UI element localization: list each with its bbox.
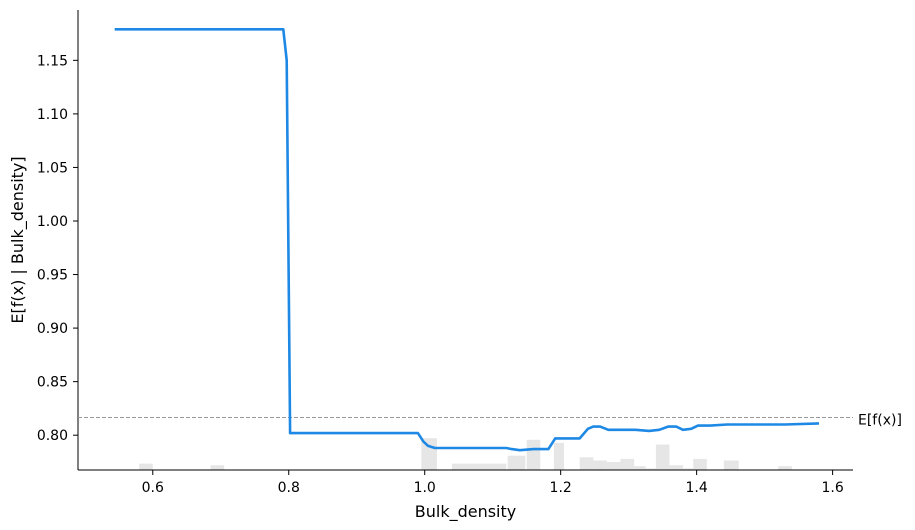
x-tick-label: 1.2 (550, 480, 572, 496)
series-line-0 (114, 27, 820, 452)
y-tick-label: 0.80 (37, 428, 68, 444)
x-axis-title: Bulk_density (415, 502, 517, 522)
x-tick-label: 1.6 (821, 480, 843, 496)
histogram-bar-17 (723, 460, 739, 470)
histogram-bar-11 (634, 466, 646, 470)
y-tick-label: 0.85 (37, 375, 68, 391)
ticks: 0.6 0.8 1.0 1.2 1.4 1.6 0.80 0.85 0.90 0.95 1.00 1.… (37, 53, 844, 496)
histogram-bar-0 (139, 463, 153, 470)
series (114, 27, 820, 452)
y-tick-label: 1.05 (37, 160, 68, 176)
axes (77, 10, 853, 471)
histogram-bar-4 (507, 455, 526, 470)
histogram-bar-18 (778, 466, 792, 470)
histogram-bar-8 (593, 460, 607, 470)
x-tick-label: 0.6 (142, 480, 164, 496)
x-tick-label: 1.4 (686, 480, 708, 496)
histogram-bar-5 (526, 439, 541, 470)
x-tick-label: 1.0 (414, 480, 436, 496)
histogram-bar-7 (579, 457, 594, 470)
y-tick-label: 1.00 (37, 214, 68, 230)
y-axis-title: E[f(x) | Bulk_density] (8, 156, 28, 323)
histogram-bar-10 (620, 458, 635, 470)
histogram-bar-1 (210, 465, 225, 470)
histogram-bar-12 (645, 468, 656, 470)
histogram-bar-6 (553, 442, 565, 470)
expected-value-label: E[f(x)] (858, 413, 902, 429)
histogram (139, 438, 792, 470)
y-tick-label: 1.15 (37, 53, 68, 69)
histogram-bar-16 (693, 458, 707, 470)
y-tick-label: 0.90 (37, 321, 68, 337)
histogram-bar-15 (683, 468, 694, 470)
histogram-bar-9 (606, 462, 621, 470)
y-tick-label: 0.95 (37, 268, 68, 284)
histogram-bar-13 (655, 444, 670, 470)
y-tick-label: 1.10 (37, 107, 68, 123)
histogram-bar-3 (451, 463, 507, 470)
histogram-bar-14 (669, 465, 684, 470)
x-tick-label: 0.8 (278, 480, 300, 496)
